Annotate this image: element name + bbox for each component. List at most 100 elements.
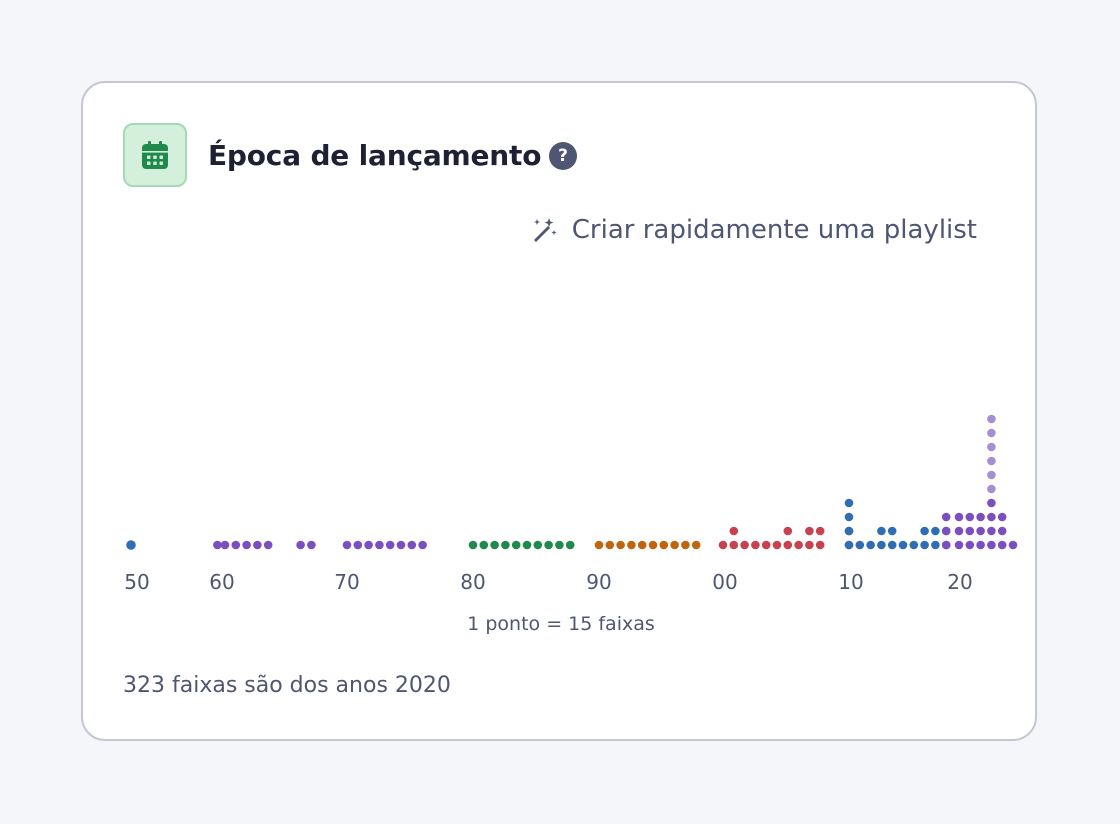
quick-playlist-button[interactable]: Criar rapidamente uma playlist	[530, 215, 977, 245]
x-tick-label: 50	[124, 570, 149, 594]
chart-dot	[659, 540, 669, 550]
chart-dot	[533, 540, 543, 550]
chart-dot	[616, 540, 625, 550]
chart-dot	[544, 540, 553, 550]
chart-dot	[396, 540, 406, 550]
chart-dot	[898, 540, 908, 550]
dot-legend: 1 ponto = 15 faixas	[467, 613, 655, 635]
chart-dot	[844, 540, 854, 550]
chart-dot	[920, 526, 929, 536]
chart-dot	[987, 484, 996, 494]
x-tick-label: 80	[460, 570, 485, 594]
chart-dot	[965, 540, 975, 550]
chart-dot	[220, 540, 230, 550]
release-era-chart: 50 60 70 80 90 00 10 20	[124, 414, 1018, 594]
chart-dot	[691, 540, 701, 550]
chart-dot	[1008, 540, 1018, 550]
chart-dot	[987, 512, 996, 522]
chart-dot	[718, 540, 728, 550]
chart-dot	[670, 540, 679, 550]
chart-dot	[954, 540, 964, 550]
chart-dot	[231, 540, 241, 550]
chart-dot	[844, 498, 854, 508]
chart-dot	[909, 540, 919, 550]
chart-dot	[954, 526, 964, 536]
chart-dot	[987, 526, 996, 536]
chart-dot	[987, 470, 996, 480]
x-tick-label: 00	[712, 570, 737, 594]
chart-dot	[751, 540, 760, 550]
chart-dot	[987, 498, 996, 508]
chart-dot	[805, 540, 814, 550]
chart-dot	[805, 526, 814, 536]
chart-dot	[418, 540, 427, 550]
chart-dot	[877, 526, 886, 536]
chart-dot	[941, 512, 951, 522]
chart-dot	[866, 540, 875, 550]
chart-dot	[887, 540, 897, 550]
chart-dot	[375, 540, 384, 550]
chart-dot	[976, 526, 985, 536]
chart-dot	[877, 540, 886, 550]
chart-dot	[364, 540, 373, 550]
chart-dot	[681, 540, 690, 550]
x-tick-label: 20	[947, 570, 972, 594]
chart-dot	[783, 526, 793, 536]
chart-dot	[987, 456, 996, 466]
card-title: Época de lançamento	[208, 139, 542, 172]
chart-dot	[794, 540, 803, 550]
chart-dot	[772, 540, 782, 550]
magic-wand-icon	[533, 218, 557, 242]
chart-dot	[511, 540, 521, 550]
calendar-icon-badge	[123, 123, 187, 187]
question-circle-icon[interactable]: ?	[549, 142, 577, 170]
chart-dot	[815, 540, 825, 550]
chart-dot	[815, 526, 825, 536]
chart-dot	[931, 540, 940, 550]
chart-dot	[997, 526, 1007, 536]
chart-dot	[307, 540, 316, 550]
chart-dot	[565, 540, 575, 550]
chart-dot	[844, 512, 854, 522]
chart-dot	[648, 540, 658, 550]
chart-dot	[594, 540, 604, 550]
chart-dot	[479, 540, 489, 550]
chart-dot	[555, 540, 564, 550]
chart-dot	[997, 540, 1007, 550]
chart-dot	[987, 442, 996, 452]
chart-dot	[213, 540, 222, 550]
chart-dot	[761, 540, 771, 550]
x-tick-label: 90	[586, 570, 611, 594]
chart-dot	[342, 540, 352, 550]
chart-dot	[253, 540, 262, 550]
chart-dot	[954, 512, 964, 522]
chart-dot	[522, 540, 532, 550]
chart-dot	[997, 512, 1007, 522]
x-tick-label: 10	[838, 570, 863, 594]
chart-dot	[263, 540, 273, 550]
summary-text: 323 faixas são dos anos 2020	[123, 673, 451, 698]
chart-dot	[468, 540, 478, 550]
chart-dot	[729, 526, 739, 536]
chart-dot	[242, 540, 251, 550]
chart-dot	[605, 540, 615, 550]
chart-dot	[987, 414, 996, 424]
chart-dot	[976, 540, 985, 550]
chart-dot	[126, 540, 136, 550]
chart-dot	[385, 540, 395, 550]
chart-dot	[941, 526, 951, 536]
chart-dot	[353, 540, 363, 550]
chart-dot	[637, 540, 647, 550]
chart-dot	[887, 526, 897, 536]
calendar-icon	[142, 141, 168, 169]
x-tick-label: 60	[209, 570, 234, 594]
chart-dot	[407, 540, 417, 550]
chart-dot	[490, 540, 499, 550]
chart-dot	[296, 540, 305, 550]
chart-dot	[976, 512, 985, 522]
chart-dot	[965, 526, 975, 536]
chart-dot	[844, 526, 854, 536]
chart-dot	[965, 512, 975, 522]
chart-dot	[855, 540, 865, 550]
x-tick-label: 70	[334, 570, 359, 594]
